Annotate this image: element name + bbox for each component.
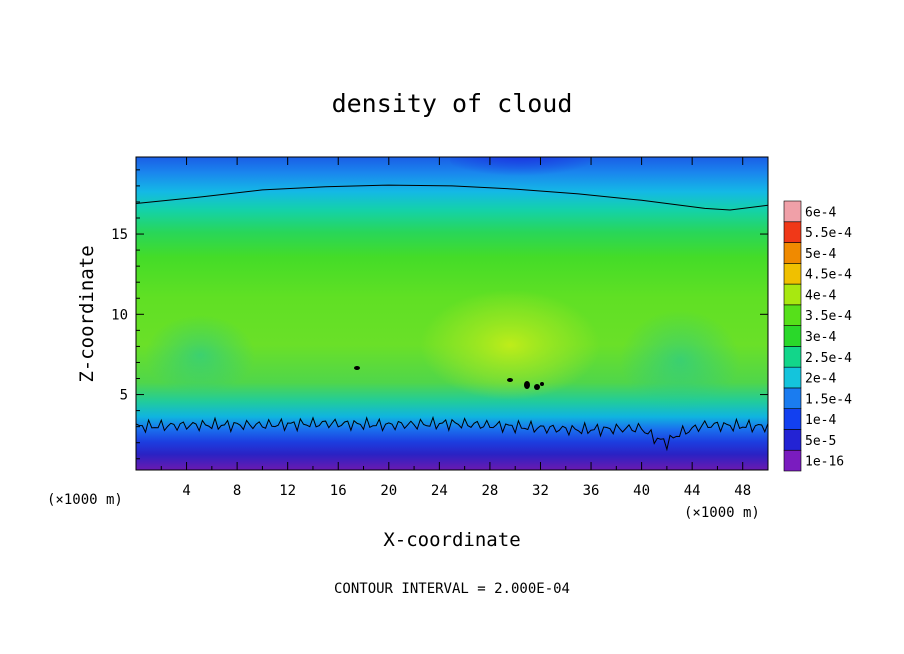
y-tick-label: 5 bbox=[120, 388, 128, 404]
top-low-density-region bbox=[450, 140, 590, 180]
colorbar-label: 1.5e-4 bbox=[805, 392, 852, 407]
x-tick-label: 16 bbox=[330, 483, 347, 499]
colorbar-swatch bbox=[784, 409, 801, 430]
colorbar-swatch bbox=[784, 346, 801, 367]
colorbar-label: 1e-16 bbox=[805, 455, 844, 470]
colorbar-swatch bbox=[784, 367, 801, 388]
colorbar-label: 3e-4 bbox=[805, 330, 836, 345]
contour-island bbox=[524, 381, 530, 389]
colorbar-swatch bbox=[784, 326, 801, 347]
contour-interval-footer: CONTOUR INTERVAL = 2.000E-04 bbox=[334, 581, 570, 597]
x-tick-label: 8 bbox=[233, 483, 241, 499]
colorbar-swatch bbox=[784, 305, 801, 326]
contour-island bbox=[354, 366, 360, 370]
colorbar-label: 5e-4 bbox=[805, 247, 836, 262]
x-tick-label: 28 bbox=[481, 483, 498, 499]
contour-island bbox=[507, 378, 513, 382]
y-axis-label: Z-coordinate bbox=[76, 245, 98, 382]
x-unit-left: (×1000 m) bbox=[47, 492, 123, 508]
colorbar-swatch bbox=[784, 388, 801, 409]
colorbar-label: 5.5e-4 bbox=[805, 226, 852, 241]
x-unit-right: (×1000 m) bbox=[684, 505, 760, 521]
x-tick-label: 36 bbox=[583, 483, 600, 499]
x-tick-label: 12 bbox=[279, 483, 296, 499]
y-tick-label: 15 bbox=[111, 227, 128, 243]
colorbar-label: 2.5e-4 bbox=[805, 351, 852, 366]
colorbar-label: 1e-4 bbox=[805, 413, 836, 428]
colorbar-label: 4e-4 bbox=[805, 288, 836, 303]
colorbar: 1e-16 5e-5 1e-4 1.5e-4 2e-4 2.5e-4 3e-4 3.5e-4 4… bbox=[784, 201, 852, 471]
density-maximum-region bbox=[420, 290, 600, 400]
colorbar-label: 4.5e-4 bbox=[805, 268, 852, 283]
y-tick-label: 10 bbox=[111, 307, 128, 323]
density-dip-left bbox=[145, 315, 255, 395]
colorbar-label: 5e-5 bbox=[805, 434, 836, 449]
density-dip-right bbox=[620, 310, 740, 410]
x-tick-label: 40 bbox=[633, 483, 650, 499]
colorbar-swatch bbox=[784, 263, 801, 284]
colorbar-label: 2e-4 bbox=[805, 372, 836, 387]
x-axis-label: X-coordinate bbox=[383, 529, 520, 551]
colorbar-label: 3.5e-4 bbox=[805, 309, 852, 324]
colorbar-label: 6e-4 bbox=[805, 205, 836, 220]
x-tick-label: 44 bbox=[684, 483, 701, 499]
chart-title: density of cloud bbox=[332, 89, 573, 118]
contour-island bbox=[540, 382, 544, 386]
plot-area bbox=[136, 140, 768, 470]
colorbar-swatch bbox=[784, 284, 801, 305]
colorbar-swatch bbox=[784, 450, 801, 471]
x-tick-label: 20 bbox=[380, 483, 397, 499]
x-tick-label: 4 bbox=[182, 483, 190, 499]
x-tick-label: 32 bbox=[532, 483, 549, 499]
colorbar-swatch bbox=[784, 201, 801, 222]
x-tick-label: 48 bbox=[734, 483, 751, 499]
colorbar-swatch bbox=[784, 429, 801, 450]
colorbar-swatch bbox=[784, 222, 801, 243]
colorbar-swatch bbox=[784, 243, 801, 264]
x-tick-label: 24 bbox=[431, 483, 448, 499]
contour-island bbox=[534, 384, 540, 390]
